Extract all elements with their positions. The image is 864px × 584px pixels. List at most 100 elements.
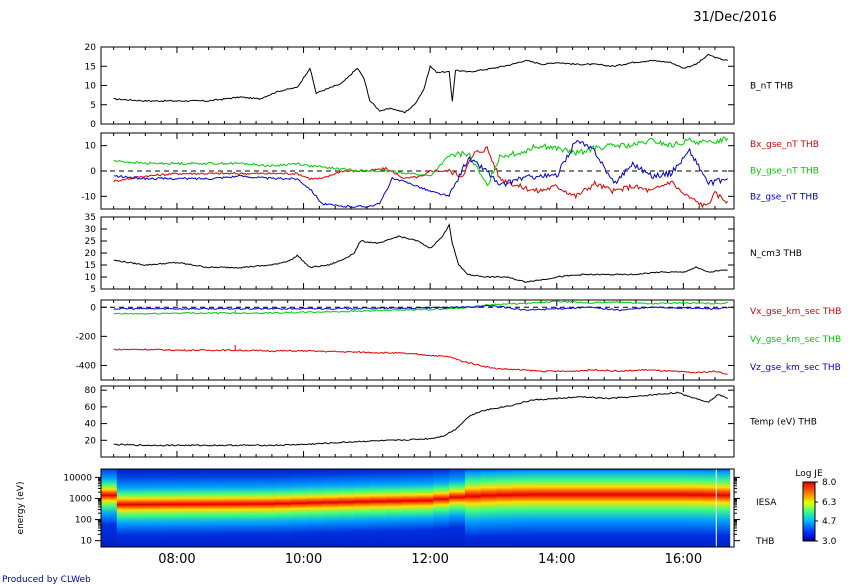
- heatmap-column: [180, 469, 197, 547]
- series-label: Bz_gse_nT THB: [750, 193, 818, 203]
- heatmap-column: [449, 469, 466, 547]
- panel-frame: [100, 468, 735, 548]
- y-tick-label: 5: [90, 101, 96, 111]
- y-tick-label: 25: [85, 237, 96, 247]
- heatmap-column: [132, 469, 150, 547]
- y-axis-label: energy (eV): [16, 482, 26, 535]
- heatmap-column: [401, 469, 419, 547]
- y-tick-label: 100: [75, 516, 92, 526]
- y-tick-label: 10: [85, 142, 97, 152]
- heatmap-column: [512, 469, 529, 547]
- panel-density: 5 10 15 20 25 30 35 N_cm3 THB: [85, 213, 802, 295]
- panel-frame: [100, 385, 735, 458]
- heatmap-column: [639, 469, 656, 547]
- heatmap-column: [338, 469, 355, 547]
- heatmap-column: [417, 469, 434, 547]
- heatmap-column: [354, 469, 371, 547]
- y-tick-label: 10000: [63, 473, 92, 483]
- heatmap-column: [654, 469, 672, 547]
- heatmap-column: [259, 469, 276, 547]
- heatmap-column: [116, 469, 134, 547]
- colorbar-title: Log JE: [795, 469, 823, 479]
- panel-bgse: -10 0 10 Bx_gse_nT THB By_gse_nT THB Bz_gse_n…: [81, 132, 819, 210]
- panel-iesa: 10 100 1000 10000 energy (eV) IESA THB Log JE 3.…: [16, 468, 837, 548]
- colorbar-tick-label: 3.0: [822, 537, 837, 547]
- x-tick-label: 08:00: [158, 552, 195, 567]
- panel-frame: [100, 216, 735, 290]
- panel-velocity: -400 -200 0 Vx_gse_km_sec THB Vy_gse_km_sec …: [76, 299, 841, 381]
- y-tick-label: 10: [81, 537, 93, 547]
- heatmap-column: [702, 469, 719, 547]
- y-tick-label: 60: [85, 403, 97, 413]
- heatmap-column: [306, 469, 324, 547]
- heatmap-column: [528, 469, 545, 547]
- date-label: 31/Dec/2016: [693, 10, 777, 25]
- panel-frame: [100, 46, 735, 125]
- y-tick-label: 10: [85, 273, 97, 283]
- y-tick-label: 0: [90, 120, 96, 130]
- heatmap-column: [480, 469, 498, 547]
- series-line-red: [113, 146, 729, 209]
- y-tick-label: 20: [85, 436, 97, 446]
- heatmap-column: [164, 469, 181, 547]
- series-label: Vx_gse_km_sec THB: [750, 307, 841, 317]
- heatmap-gap: [730, 469, 734, 547]
- colorbar-tick-label: 4.7: [822, 517, 836, 527]
- spacecraft-label: THB: [755, 537, 774, 547]
- series-label: Vy_gse_km_sec THB: [750, 335, 841, 345]
- heatmap-column: [591, 469, 608, 547]
- heatmap-column: [243, 469, 260, 547]
- x-tick-label: 14:00: [538, 552, 575, 567]
- heatmap-column: [686, 469, 703, 547]
- y-tick-label: 0: [90, 167, 96, 177]
- series-label: B_nT THB: [750, 82, 793, 92]
- heatmap-column: [433, 469, 450, 547]
- heatmap-column: [322, 469, 339, 547]
- y-tick-label: 30: [85, 225, 97, 235]
- series-line-black: [113, 391, 728, 447]
- series-line-green: [113, 136, 729, 187]
- panel-temperature: 20 40 60 80 Temp (eV) THB: [85, 385, 817, 458]
- y-tick-label: 20: [85, 249, 97, 259]
- y-tick-label: 5: [90, 285, 96, 295]
- panels-group: 0 5 10 15 20 B_nT THB -10 0 10 Bx_gse_nT THB By_gs…: [16, 43, 841, 567]
- x-tick-label: 10:00: [285, 552, 322, 567]
- panel-frame: [100, 299, 735, 381]
- heatmap-column: [290, 469, 308, 547]
- y-tick-label: 0: [90, 303, 96, 313]
- instrument-label: IESA: [756, 498, 777, 508]
- series-label: Bx_gse_nT THB: [750, 140, 819, 150]
- y-tick-label: -200: [76, 332, 97, 342]
- heatmap-column: [227, 469, 245, 547]
- series-line-black: [113, 223, 728, 283]
- heatmap-column: [623, 469, 640, 547]
- y-tick-label: 15: [85, 261, 96, 271]
- series-label: Vz_gse_km_sec THB: [750, 363, 841, 373]
- y-tick-label: -400: [76, 361, 97, 371]
- y-tick-label: 35: [85, 213, 96, 223]
- x-tick-label: 12:00: [411, 552, 448, 567]
- y-tick-label: 1000: [69, 494, 92, 504]
- series-line-red: [113, 348, 728, 375]
- heatmap-column: [101, 469, 118, 547]
- series-label: By_gse_nT THB: [750, 166, 819, 176]
- produced-by-label: Produced by CLWeb: [2, 575, 91, 584]
- y-tick-label: 15: [85, 62, 96, 72]
- heatmap-column: [370, 469, 387, 547]
- heatmap-column: [385, 469, 403, 547]
- heatmap-column: [575, 469, 593, 547]
- series-line-blue: [113, 304, 728, 312]
- heatmap-column: [148, 469, 165, 547]
- y-tick-label: -10: [81, 192, 96, 202]
- heatmap-column: [544, 469, 561, 547]
- panel-bt: 0 5 10 15 20 B_nT THB: [85, 43, 794, 130]
- heatmap-column: [496, 469, 514, 547]
- x-tick-label: 16:00: [665, 552, 702, 567]
- y-tick-label: 40: [85, 420, 97, 430]
- series-label: N_cm3 THB: [750, 249, 802, 259]
- y-tick-label: 80: [85, 386, 97, 396]
- heatmap-column: [275, 469, 292, 547]
- series-line-blue: [113, 139, 728, 209]
